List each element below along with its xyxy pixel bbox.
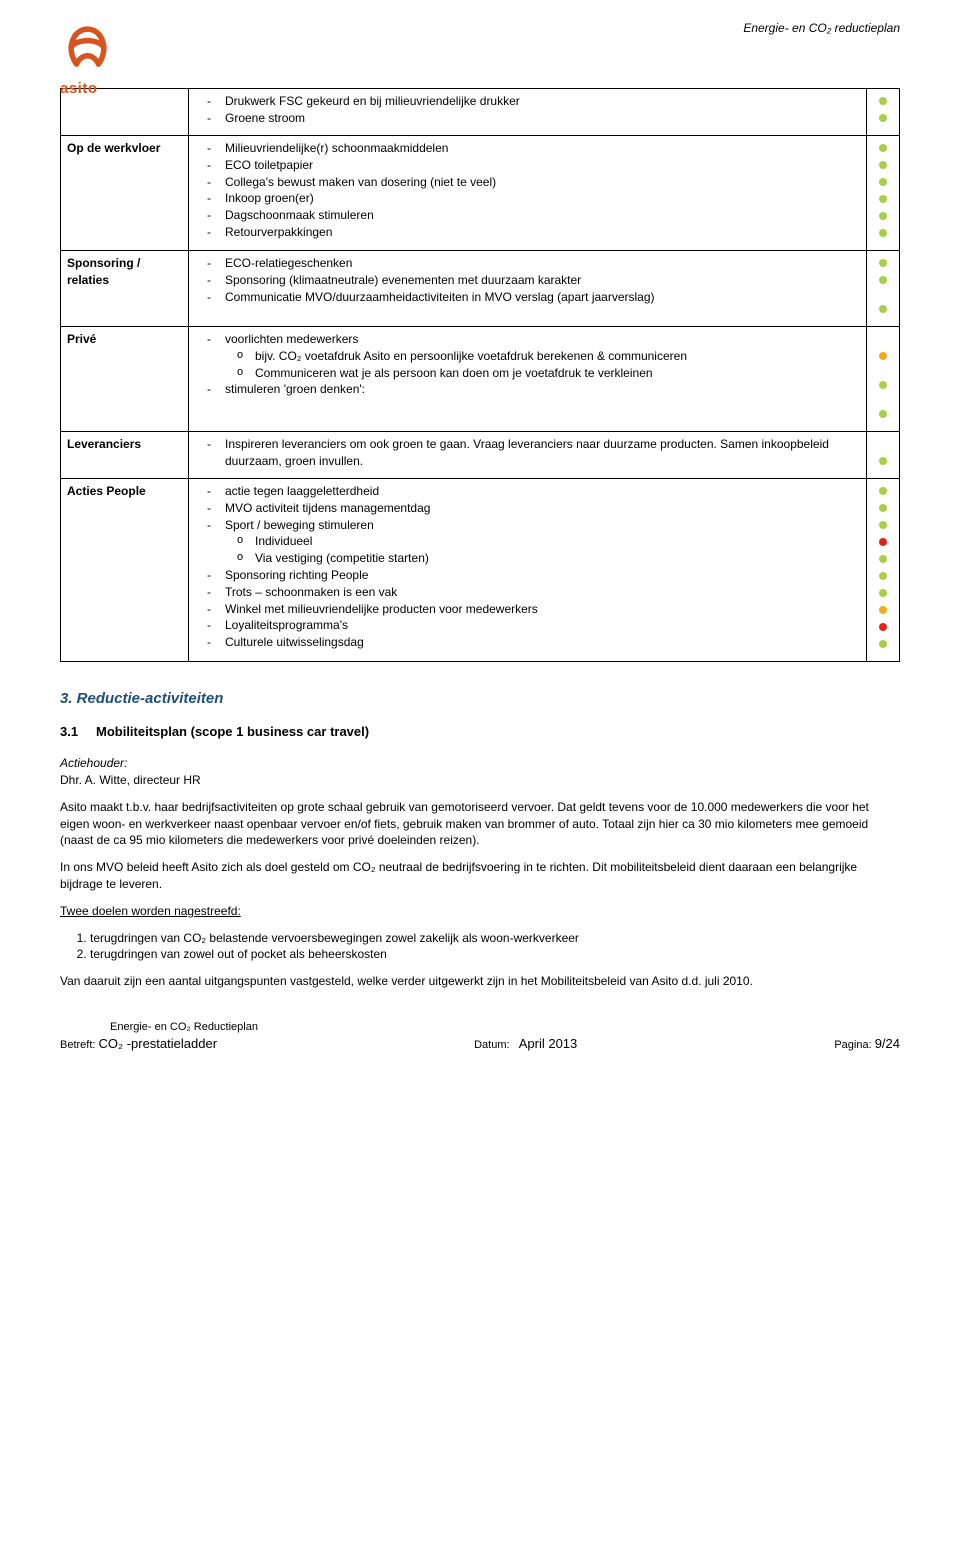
list-item: Drukwerk FSC gekeurd en bij milieuvriend… bbox=[195, 93, 860, 110]
row-dots bbox=[867, 327, 900, 432]
actiehouder-name: Dhr. A. Witte, directeur HR bbox=[60, 772, 900, 789]
status-dot-icon bbox=[879, 161, 887, 169]
row-content: actie tegen laaggeletterdheidMVO activit… bbox=[189, 479, 867, 662]
list-item: Individueel bbox=[195, 533, 860, 550]
table-row: Privévoorlichten medewerkersbijv. CO₂ vo… bbox=[61, 327, 900, 432]
list-item: Sponsoring (klimaatneutrale) evenementen… bbox=[195, 272, 860, 289]
row-label: Leveranciers bbox=[61, 432, 189, 479]
footer-betreft: Betreft: CO₂ -prestatieladder bbox=[60, 1035, 217, 1053]
goals-list: terugdringen van CO₂ belastende vervoers… bbox=[60, 930, 900, 964]
status-dot-icon bbox=[879, 305, 887, 313]
list-item: Winkel met milieuvriendelijke producten … bbox=[195, 601, 860, 618]
row-label: Op de werkvloer bbox=[61, 136, 189, 251]
list-item: actie tegen laaggeletterdheid bbox=[195, 483, 860, 500]
row-dots bbox=[867, 432, 900, 479]
goals-intro: Twee doelen worden nagestreefd: bbox=[60, 903, 900, 920]
row-content: Drukwerk FSC gekeurd en bij milieuvriend… bbox=[189, 89, 867, 136]
list-item: bijv. CO₂ voetafdruk Asito en persoonlij… bbox=[195, 348, 860, 365]
list-item: Communicatie MVO/duurzaamheidactiviteite… bbox=[195, 289, 860, 306]
status-dot-icon bbox=[879, 381, 887, 389]
reduction-table: Drukwerk FSC gekeurd en bij milieuvriend… bbox=[60, 88, 900, 662]
list-item: Culturele uitwisselingsdag bbox=[195, 634, 860, 651]
row-label: Privé bbox=[61, 327, 189, 432]
row-label: Acties People bbox=[61, 479, 189, 662]
status-dot-icon bbox=[879, 504, 887, 512]
status-dot-icon bbox=[879, 606, 887, 614]
status-dot-icon bbox=[879, 457, 887, 465]
status-dot-icon bbox=[879, 229, 887, 237]
row-content: Milieuvriendelijke(r) schoonmaakmiddelen… bbox=[189, 136, 867, 251]
row-content: Inspireren leveranciers om ook groen te … bbox=[189, 432, 867, 479]
row-label: Sponsoring / relaties bbox=[61, 251, 189, 327]
status-dot-icon bbox=[879, 538, 887, 546]
section-3-1-heading: 3.1Mobiliteitsplan (scope 1 business car… bbox=[60, 723, 900, 741]
list-item: Trots – schoonmaken is een vak bbox=[195, 584, 860, 601]
list-item: Communiceren wat je als persoon kan doen… bbox=[195, 365, 860, 382]
list-item: Milieuvriendelijke(r) schoonmaakmiddelen bbox=[195, 140, 860, 157]
row-content: voorlichten medewerkersbijv. CO₂ voetafd… bbox=[189, 327, 867, 432]
footer-pagina: Pagina: 9/24 bbox=[834, 1035, 900, 1053]
list-item: Collega's bewust maken van dosering (nie… bbox=[195, 174, 860, 191]
status-dot-icon bbox=[879, 114, 887, 122]
list-item: Retourverpakkingen bbox=[195, 224, 860, 241]
list-item: Sponsoring richting People bbox=[195, 567, 860, 584]
status-dot-icon bbox=[879, 212, 887, 220]
body-paragraph: Van daaruit zijn een aantal uitgangspunt… bbox=[60, 973, 900, 990]
list-item: ECO toiletpapier bbox=[195, 157, 860, 174]
list-item: Loyaliteitsprogramma's bbox=[195, 617, 860, 634]
status-dot-icon bbox=[879, 276, 887, 284]
table-row: Sponsoring / relatiesECO-relatiegeschenk… bbox=[61, 251, 900, 327]
status-dot-icon bbox=[879, 521, 887, 529]
footer-title: Energie- en CO₂ Reductieplan bbox=[110, 1020, 900, 1035]
list-item: Via vestiging (competitie starten) bbox=[195, 550, 860, 567]
status-dot-icon bbox=[879, 259, 887, 267]
row-dots bbox=[867, 251, 900, 327]
footer-datum: Datum: April 2013 bbox=[474, 1035, 577, 1053]
status-dot-icon bbox=[879, 623, 887, 631]
table-row: Acties Peopleactie tegen laaggeletterdhe… bbox=[61, 479, 900, 662]
list-item: ECO-relatiegeschenken bbox=[195, 255, 860, 272]
list-item: Groene stroom bbox=[195, 110, 860, 127]
list-item: voorlichten medewerkers bbox=[195, 331, 860, 348]
goal-item: terugdringen van zowel out of pocket als… bbox=[90, 946, 900, 963]
status-dot-icon bbox=[879, 589, 887, 597]
body-paragraph: In ons MVO beleid heeft Asito zich als d… bbox=[60, 859, 900, 893]
status-dot-icon bbox=[879, 352, 887, 360]
document-title: Energie- en CO₂ reductieplan bbox=[743, 20, 900, 37]
page-footer: Energie- en CO₂ Reductieplan Betreft: CO… bbox=[60, 1020, 900, 1054]
status-dot-icon bbox=[879, 572, 887, 580]
page-header: asito Energie- en CO₂ reductieplan bbox=[60, 20, 900, 80]
goal-item: terugdringen van CO₂ belastende vervoers… bbox=[90, 930, 900, 947]
section-3-heading: 3. Reductie-activiteiten bbox=[60, 688, 900, 709]
row-dots bbox=[867, 479, 900, 662]
table-row: LeveranciersInspireren leveranciers om o… bbox=[61, 432, 900, 479]
list-item: Inspireren leveranciers om ook groen te … bbox=[195, 436, 860, 470]
list-item: Sport / beweging stimuleren bbox=[195, 517, 860, 534]
actiehouder-label: Actiehouder: bbox=[60, 755, 900, 772]
status-dot-icon bbox=[879, 555, 887, 563]
status-dot-icon bbox=[879, 195, 887, 203]
table-row: Op de werkvloerMilieuvriendelijke(r) sch… bbox=[61, 136, 900, 251]
status-dot-icon bbox=[879, 487, 887, 495]
status-dot-icon bbox=[879, 410, 887, 418]
body-paragraph: Asito maakt t.b.v. haar bedrijfsactivite… bbox=[60, 799, 900, 849]
list-item: MVO activiteit tijdens managementdag bbox=[195, 500, 860, 517]
status-dot-icon bbox=[879, 178, 887, 186]
list-item: Dagschoonmaak stimuleren bbox=[195, 207, 860, 224]
row-dots bbox=[867, 136, 900, 251]
row-content: ECO-relatiegeschenkenSponsoring (klimaat… bbox=[189, 251, 867, 327]
list-item: Inkoop groen(er) bbox=[195, 190, 860, 207]
status-dot-icon bbox=[879, 640, 887, 648]
list-item: stimuleren 'groen denken': bbox=[195, 381, 860, 398]
status-dot-icon bbox=[879, 144, 887, 152]
